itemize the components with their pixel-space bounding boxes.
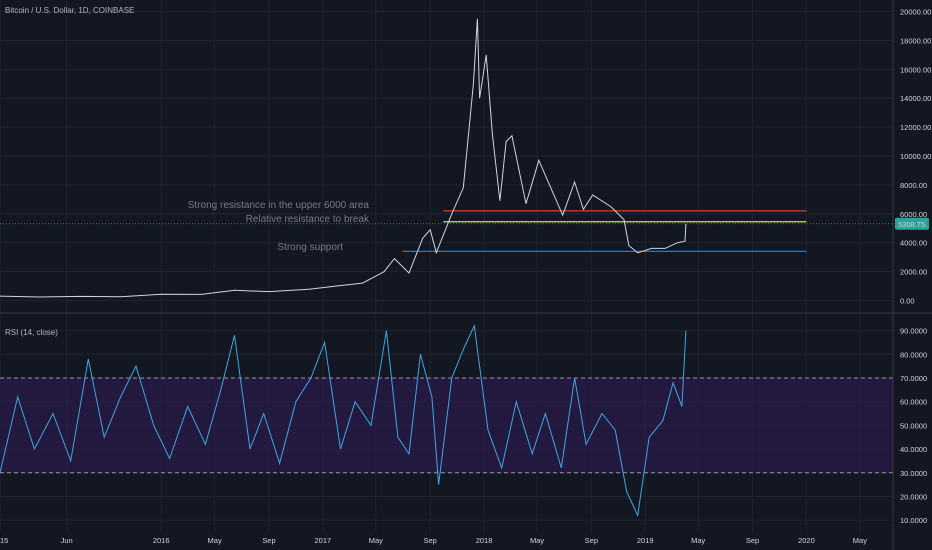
time-tick-label: Jun bbox=[61, 536, 73, 545]
rsi-tick-label: 30.0000 bbox=[900, 469, 927, 478]
last-price-label: 5308.75 bbox=[898, 220, 925, 229]
annotation-resistance-upper: Strong resistance in the upper 6000 area bbox=[188, 200, 370, 211]
price-tick-label: 10000.00 bbox=[900, 152, 931, 161]
annotation-support: Strong support bbox=[277, 242, 343, 253]
last-price-badge bbox=[895, 217, 929, 230]
time-tick-label: May bbox=[369, 536, 383, 545]
price-level-lines bbox=[0, 210, 893, 252]
rsi-tick-label: 80.0000 bbox=[900, 350, 927, 359]
price-series-line bbox=[0, 18, 687, 298]
rsi-tick-label: 20.0000 bbox=[900, 492, 927, 501]
rsi-band-bounds bbox=[0, 377, 893, 474]
rsi-title[interactable]: RSI (14, close) bbox=[5, 328, 58, 337]
price-tick-label: 16000.00 bbox=[900, 65, 931, 74]
price-axis[interactable]: 0.00 2000.00 4000.00 6000.00 8000.00 10000.00… bbox=[900, 8, 931, 306]
price-tick-label: 20000.00 bbox=[900, 8, 931, 17]
rsi-band bbox=[0, 377, 893, 473]
price-tick-label: 2000.00 bbox=[900, 268, 927, 277]
rsi-tick-label: 50.0000 bbox=[900, 421, 927, 430]
time-tick-label: 2017 bbox=[314, 536, 331, 545]
price-tick-label: 18000.00 bbox=[900, 36, 931, 45]
symbol-title[interactable]: Bitcoin / U.S. Dollar, 1D, COINBASE bbox=[5, 6, 134, 15]
time-tick-label: May bbox=[691, 536, 705, 545]
time-tick-label: 2020 bbox=[798, 536, 815, 545]
time-tick-label: 2019 bbox=[637, 536, 654, 545]
rsi-tick-label: 90.0000 bbox=[900, 327, 927, 336]
time-tick-label: May bbox=[853, 536, 867, 545]
price-tick-label: 8000.00 bbox=[900, 181, 927, 190]
time-tick-label: 2016 bbox=[153, 536, 170, 545]
time-tick-label: Sep bbox=[585, 536, 598, 545]
time-tick-label: Sep bbox=[746, 536, 759, 545]
price-tick-label: 12000.00 bbox=[900, 123, 931, 132]
time-tick-label: Sep bbox=[262, 536, 275, 545]
time-tick-label: 2018 bbox=[476, 536, 493, 545]
last-price-marker: 5308.75 bbox=[895, 217, 929, 230]
time-tick-label: Sep bbox=[423, 536, 436, 545]
price-tick-label: 4000.00 bbox=[900, 239, 927, 248]
rsi-tick-label: 70.0000 bbox=[900, 374, 927, 383]
time-axis[interactable]: 2015 Jun 2016 May Sep 2017 May Sep 2018 May Sep 201… bbox=[0, 536, 867, 545]
rsi-tick-label: 40.0000 bbox=[900, 445, 927, 454]
rsi-series-line bbox=[0, 324, 687, 518]
price-tick-label: 14000.00 bbox=[900, 94, 931, 103]
annotation-resistance-relative: Relative resistance to break bbox=[246, 214, 370, 225]
rsi-tick-label: 60.0000 bbox=[900, 398, 927, 407]
rsi-tick-label: 10.0000 bbox=[900, 516, 927, 525]
rsi-axis[interactable]: 10.0000 20.0000 30.0000 40.0000 50.0000 60.00… bbox=[900, 327, 927, 526]
time-tick-label: 2015 bbox=[0, 536, 8, 545]
price-tick-label: 6000.00 bbox=[900, 210, 927, 219]
time-tick-label: May bbox=[530, 536, 544, 545]
time-tick-label: May bbox=[208, 536, 222, 545]
price-tick-label: 0.00 bbox=[900, 296, 915, 305]
